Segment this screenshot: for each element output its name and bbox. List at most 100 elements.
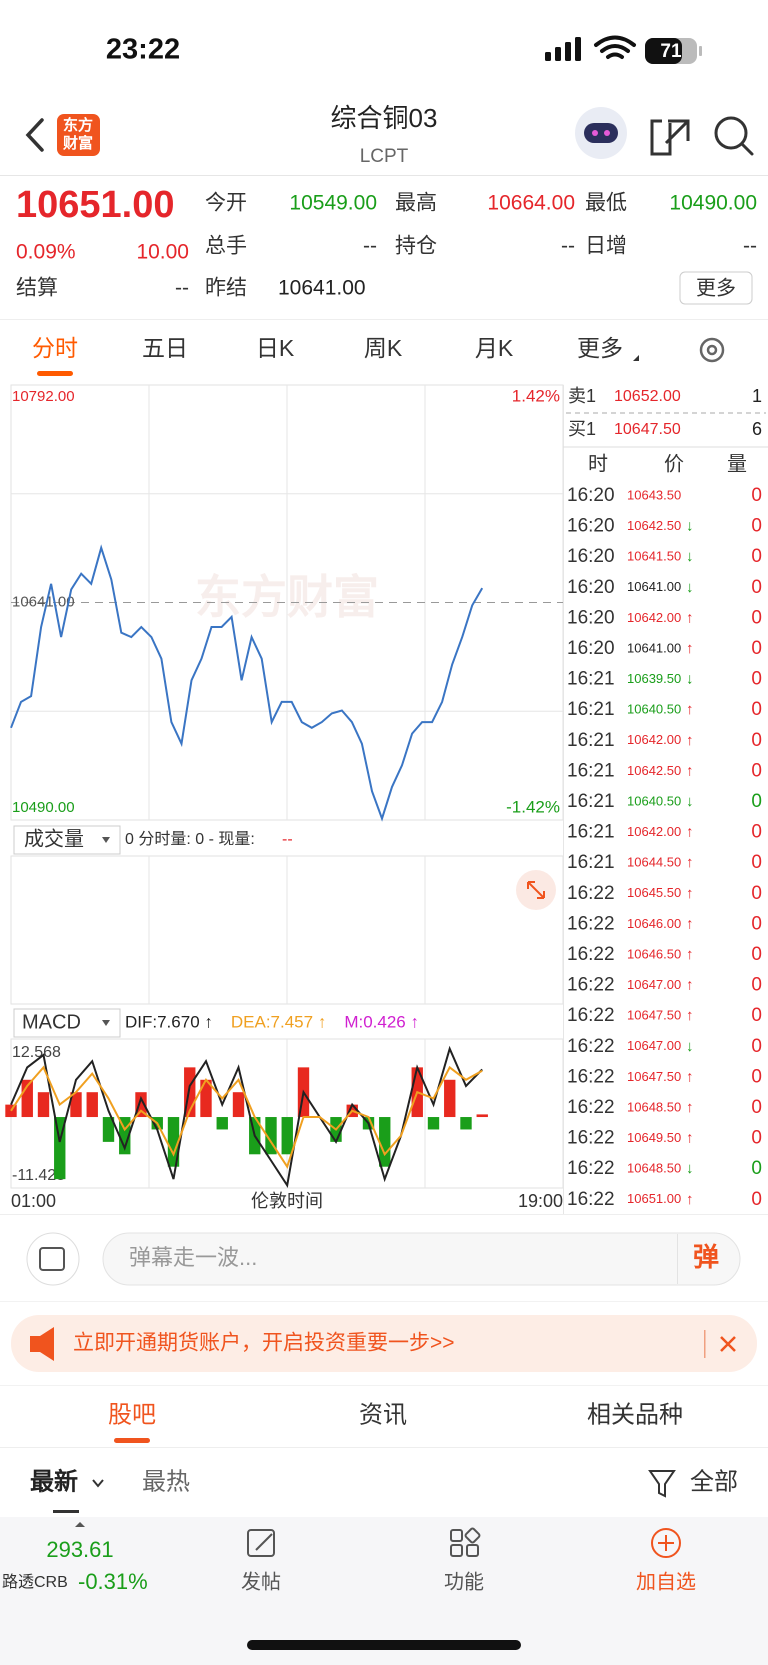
- trades-header: 量: [727, 453, 747, 475]
- macd-bar: [5, 1104, 17, 1118]
- trade-time: 16:20: [567, 607, 615, 628]
- bottom-action[interactable]: 功能: [444, 1570, 484, 1593]
- trade-volume: 0: [751, 1066, 762, 1087]
- trade-volume: 0: [751, 1158, 762, 1179]
- section-tab[interactable]: 相关品种: [587, 1401, 683, 1428]
- field-value: 10664.00: [487, 192, 575, 215]
- danmaku-button[interactable]: 弹: [693, 1242, 719, 1272]
- trade-time: 16:20: [567, 546, 615, 567]
- macd-selector[interactable]: [13, 1008, 121, 1038]
- logo-text: 财富: [63, 134, 93, 152]
- trade-price: 10642.50: [627, 763, 681, 778]
- volume-selector-text: 成交量: [24, 827, 84, 850]
- trade-volume: 0: [751, 1036, 762, 1057]
- y-tick-label: 10792.00: [12, 388, 75, 405]
- trade-time: 16:22: [567, 1097, 615, 1118]
- macd-bar: [265, 1117, 277, 1155]
- trades-header: 价: [664, 453, 684, 475]
- add-watch-plus: [658, 1535, 674, 1551]
- macd-bar: [86, 1092, 98, 1118]
- chart-tab[interactable]: 分时: [32, 335, 78, 361]
- trade-volume: 0: [751, 546, 762, 567]
- field-value: --: [363, 235, 377, 258]
- chart-tab[interactable]: 月K: [475, 335, 514, 361]
- chart-tab[interactable]: 五日: [142, 335, 188, 361]
- filter-all[interactable]: 全部: [690, 1468, 738, 1495]
- trade-price: 10642.00: [627, 824, 681, 839]
- trade-direction: ↓: [686, 579, 694, 596]
- y-tick-label: 10490.00: [12, 799, 75, 816]
- macd-bar: [427, 1117, 440, 1130]
- trade-price: 10651.00: [627, 1191, 681, 1206]
- legend-label: M:0.426 ↑: [344, 1012, 419, 1031]
- trade-volume: 0: [751, 913, 762, 934]
- signal-icon: [545, 37, 581, 61]
- macd-bar: [167, 1117, 180, 1167]
- filter-latest[interactable]: 最新: [30, 1467, 78, 1495]
- macd-bar: [70, 1092, 82, 1118]
- banner[interactable]: [11, 1315, 757, 1372]
- trade-volume: 0: [751, 577, 762, 598]
- trade-price: 10647.50: [627, 1069, 681, 1084]
- robot-face: [584, 123, 618, 143]
- settings-button[interactable]: [699, 337, 725, 363]
- battery-tip: [699, 46, 702, 56]
- macd-bar: [216, 1117, 228, 1130]
- book-label: 买1: [568, 419, 596, 439]
- section-tab[interactable]: 资讯: [359, 1401, 407, 1428]
- chart-tab[interactable]: 周K: [364, 335, 403, 361]
- chart-tab[interactable]: 更多: [577, 335, 623, 361]
- index-change: -0.31%: [78, 1569, 148, 1594]
- volume-selector[interactable]: [13, 825, 121, 855]
- status-time: 23:22: [106, 34, 180, 66]
- post-icon: [247, 1529, 275, 1557]
- filter-hot[interactable]: 最热: [142, 1468, 190, 1495]
- macd-bar: [232, 1092, 245, 1118]
- trade-direction: ↓: [686, 518, 694, 535]
- comment-input[interactable]: [102, 1232, 741, 1286]
- back-button[interactable]: [25, 118, 44, 152]
- bottom-action[interactable]: 发帖: [241, 1570, 281, 1593]
- trades-header: 时: [588, 452, 608, 475]
- quote-fields: 今开 10549.00 最高 10664.00 最低 10490.00 总手 -- 持仓 -- 日增…: [16, 192, 757, 300]
- trade-direction: ↑: [686, 732, 694, 749]
- divider: [0, 1447, 768, 1448]
- change-pct: 0.09%: [16, 241, 76, 264]
- book-label: 卖1: [568, 386, 596, 406]
- trade-panel: 卖1 10652.00 1 买1 10647.50 6 时 价 量 16:20 10643.50 0 1…: [563, 386, 768, 1210]
- bottom-action[interactable]: 加自选: [636, 1570, 696, 1593]
- search-button[interactable]: [714, 116, 748, 150]
- macd-bar: [135, 1092, 147, 1118]
- section-tab[interactable]: 股吧: [108, 1401, 156, 1428]
- trade-time: 16:21: [567, 822, 615, 843]
- chart-tab[interactable]: 日K: [256, 335, 295, 361]
- banner-close[interactable]: [720, 1336, 736, 1352]
- home-indicator: [247, 1640, 521, 1650]
- trade-time: 16:22: [567, 1189, 615, 1210]
- more-button[interactable]: [679, 271, 753, 305]
- comment-list-button[interactable]: [26, 1232, 80, 1286]
- expand-icon: [527, 881, 545, 899]
- section-underline: [114, 1438, 150, 1443]
- logo: [57, 114, 100, 156]
- field-value: --: [743, 235, 757, 258]
- trade-time: 16:22: [567, 975, 615, 996]
- field-value: --: [561, 235, 575, 258]
- filter-arrow: [92, 1479, 104, 1488]
- trade-price: 10649.50: [627, 1130, 681, 1145]
- divider: [0, 1385, 768, 1386]
- tab-more-arrow: [633, 355, 639, 361]
- book-price: 10652.00: [614, 388, 681, 405]
- logo-text: 东方: [63, 116, 93, 134]
- share-button[interactable]: [650, 119, 690, 156]
- macd-selector-text: MACD: [22, 1011, 81, 1033]
- trade-price: 10644.50: [627, 855, 681, 870]
- field-label: 最低: [585, 192, 627, 215]
- trade-price: 10640.50: [627, 793, 681, 808]
- trade-direction: ↓: [686, 1038, 694, 1055]
- field-label: 结算: [16, 277, 58, 300]
- divider: [0, 175, 768, 176]
- comment-list-icon: [39, 1247, 65, 1271]
